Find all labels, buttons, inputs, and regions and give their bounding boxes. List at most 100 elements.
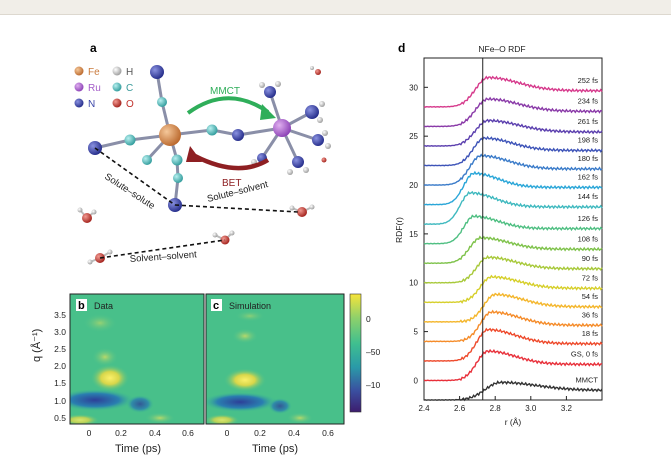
series-label-1: GS, 0 fs [571,350,598,359]
panel-b-label: b [78,300,85,312]
map-b-xtick: 0.6 [182,428,194,438]
map-c-xtick: 0.2 [254,428,266,438]
series-line-3 [423,309,603,343]
series-label-12: 198 fs [578,136,599,145]
series-line-14 [423,96,603,128]
legend-ru-label: Ru [88,83,101,94]
series-label-15: 252 fs [578,76,599,85]
series-line-12 [423,135,603,167]
colorbar-tick-1: –50 [366,347,380,357]
map-b-xlabel: Time (ps) [115,443,161,455]
map-c-xtick: 0.4 [288,428,300,438]
chart-ylabel: RDF(r) [394,217,404,243]
chart-ytick-label: 30 [409,83,418,92]
series-line-13 [424,118,603,147]
panel-b-title: Data [94,301,113,311]
map-ytick: 1.5 [54,378,66,388]
mmct-label: MMCT [210,86,240,97]
map-ytick: 2.5 [54,344,66,354]
legend-n-swatch [74,98,84,108]
water-molecules [77,66,327,265]
solute-solute-line [94,147,176,206]
chart-xlabel: r (Å) [505,417,522,427]
legend-n-label: N [88,99,95,110]
series-line-8 [423,213,603,245]
panel-c-title: Simulation [229,301,271,311]
map-b-xtick: 0.2 [115,428,127,438]
series-line-11 [423,153,603,186]
map-ytick: 2.0 [54,361,66,371]
legend-h-swatch [112,66,122,76]
series-label-10: 162 fs [578,173,599,182]
series-label-4: 54 fs [582,292,599,301]
legend-ru-swatch [74,82,84,92]
map-b-xtick: 0.4 [149,428,161,438]
chart-xtick-label: 2.8 [490,404,502,413]
series-line-7 [423,235,603,265]
map-ytick: 0.5 [54,413,66,423]
chart-xtick-label: 3.2 [561,404,573,413]
map-ylabel: q (Å⁻¹) [30,329,43,362]
map-c-xtick: 0.6 [322,428,334,438]
map-ytick: 3.5 [54,310,66,320]
solvent-solvent-label: Solvent–solvent [129,249,197,265]
series-label-13: 261 fs [578,117,599,126]
series-line-4 [423,292,603,324]
legend-h-label: H [126,67,133,78]
series-label-6: 90 fs [582,254,599,263]
series-label-0: MMCT [576,376,599,385]
legend-fe-label: Fe [88,67,100,78]
series-line-10 [423,170,603,206]
legend-c-label: C [126,83,133,94]
chart-xtick-label: 2.4 [418,404,430,413]
series-label-2: 18 fs [582,329,599,338]
map-c-xlabel: Time (ps) [252,443,298,455]
solute-solute-label: Solute–solute [102,171,156,212]
panel-b: b Data [69,293,205,425]
colorbar-tick-2: –10 [366,380,380,390]
series-line-1 [423,348,603,382]
panel-a-label: a [90,41,97,55]
legend-o-label: O [126,99,134,110]
chart-xtick-label: 3.0 [525,404,537,413]
atom-legend: Fe Ru N H C O [74,66,134,110]
panel-a: a Fe Ru N H C O [74,41,331,265]
panel-c-label-box [211,299,222,311]
ru-atom [273,119,291,137]
series-label-9: 144 fs [578,192,599,201]
page-header-rule [0,14,671,15]
panel-c: c Simulation [205,293,345,425]
panel-c-label: c [213,300,219,312]
chart-ytick-label: 0 [414,376,419,385]
solute-solvent-line [174,204,299,213]
legend-o-swatch [112,98,122,108]
series-line-5 [423,274,603,304]
interaction-lines [94,147,299,259]
panel-b-label-box [76,299,87,311]
page-header-band [0,0,671,14]
colorbar: 0 –50 –10 [349,293,380,413]
legend-c-swatch [112,82,122,92]
map-c-xtick: 0 [225,428,230,438]
chart-ytick-label: 10 [409,279,418,288]
panel-d-chart: d NFe–O RDF RDF(r) r (Å) 2.4 2.6 2.8 3.0 3.2… [394,41,603,427]
series-label-3: 36 fs [582,310,599,319]
series-label-8: 126 fs [578,214,599,223]
mmct-arrow [186,96,270,115]
chart-ytick-label: 25 [409,132,418,141]
legend-fe-swatch [74,66,84,76]
chart-frame [423,57,603,401]
map-b-xtick: 0 [87,428,92,438]
map-ytick: 3.0 [54,327,66,337]
series-line-6 [423,254,603,284]
mmct-arrowhead [260,104,276,120]
bet-label: BET [222,178,241,189]
panel-d-label: d [398,41,405,55]
molecule-atoms [88,65,331,212]
chart-ytick-label: 20 [409,181,418,190]
bet-arrow [193,153,270,171]
series-label-11: 180 fs [578,154,599,163]
series-label-7: 108 fs [578,234,599,243]
chart-ytick-label: 15 [409,230,418,239]
